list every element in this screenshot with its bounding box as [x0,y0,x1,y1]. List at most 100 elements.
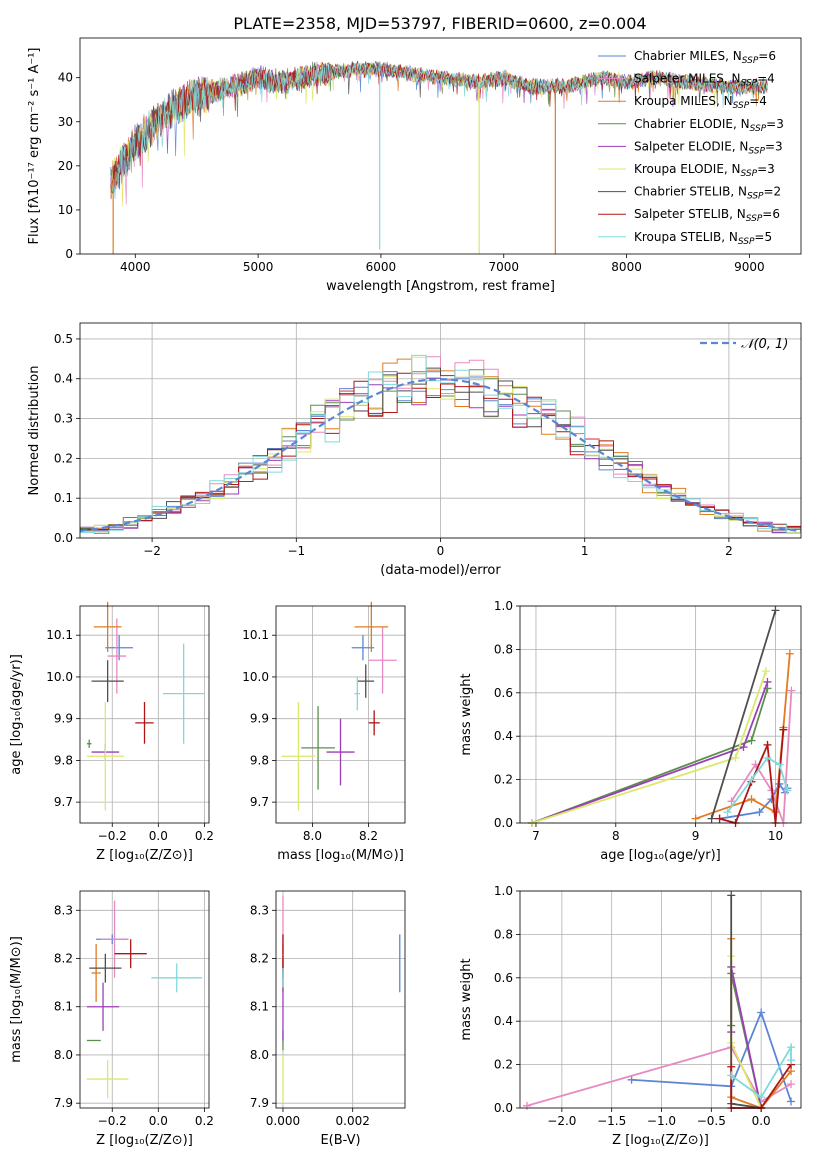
y-tick-label: 0.5 [54,332,73,346]
x-tick-label: 0.000 [266,1114,300,1128]
weight-marker-chabrier-miles [757,1008,766,1017]
y-axis-label: mass weight [459,958,474,1040]
weight-marker-chabrier-miles [755,808,764,817]
chart-7: −2.0 −1.5 −1.0 −0.5 0.0 0.0 0.2 0.4 0.6 0.8 1.0 Z [… [459,884,802,1148]
gaussian-curve [79,378,802,533]
weight-marker-salpeter-stelib [727,1062,736,1071]
y-tick-label: 10.0 [46,670,73,684]
x-axis-label: Z [log₁₀(Z/Z⊙)] [96,1133,193,1148]
x-tick-label: 0.002 [336,1114,370,1128]
y-axis-label: age [log₁₀(age/yr)] [9,654,24,775]
legend-label-salpeter-elodie: Salpeter ELODIE, NSSP=3 [634,139,783,156]
weight-marker-kroupa-stelib [763,753,772,762]
y-tick-label: 10.1 [242,628,269,642]
weight-marker-kroupa-miles [747,795,756,804]
x-axis-label: mass [log₁₀(M/M⊙)] [277,848,404,863]
y-tick-label: 8.1 [54,1000,73,1014]
x-tick-label: −0.2 [98,829,127,843]
x-axis-label: age [log₁₀(age/yr)] [600,848,721,863]
y-tick-label: 0.0 [494,816,513,830]
y-axis-label: mass weight [459,673,474,755]
y-tick-label: 1.0 [494,884,513,898]
weight-marker-salpeter-miles [787,686,796,695]
spectrum-title: PLATE=2358, MJD=53797, FIBERID=0600, z=0… [233,14,646,33]
legend-label-chabrier-stelib: Chabrier STELIB, NSSP=2 [634,185,781,202]
weight-marker-chabrier-miles [627,1075,636,1084]
axes-frame [79,37,802,255]
weight-marker-kroupa-stelib [727,1071,736,1080]
y-tick-label: 0.3 [54,412,73,426]
spectrum-kroupa-stelib [110,61,768,199]
y-axis-label: Flux [fλ10⁻¹⁷ erg cm⁻² s⁻¹ A⁻¹] [27,48,42,245]
weight-marker-chabrier-stelib [727,891,736,900]
y-tick-label: 0.6 [494,686,513,700]
y-tick-label: 40 [58,71,73,85]
x-tick-label: −1.0 [647,1114,676,1128]
weight-marker-kroupa-stelib [787,1043,796,1052]
axes-frame [79,322,802,539]
y-axis-label: mass [log₁₀(M/M⊙)] [9,936,24,1063]
x-tick-label: 5000 [243,260,274,274]
plot-area [281,601,397,811]
chart-3: 8.0 8.2 9.7 9.8 9.9 10.0 10.1 mass [log₁₀(M/M⊙)… [242,601,406,863]
chart-5: 0.000 0.002 7.9 8.0 8.1 8.2 8.3 E(B-V) [250,890,406,1148]
plot-area [282,895,401,1104]
weight-marker-salpeter-elodie [739,743,748,752]
weight-marker-kroupa-stelib [775,760,784,769]
weight-line-salpeter-stelib [719,729,785,825]
y-tick-label: 0 [65,247,73,261]
x-tick-label: −0.2 [98,1114,127,1128]
y-tick-label: 0.4 [494,1014,513,1028]
y-tick-label: 0.4 [54,372,73,386]
y-tick-label: 8.3 [54,903,73,917]
legend-label-salpeter-stelib: Salpeter STELIB, NSSP=6 [634,207,780,224]
y-tick-label: 10 [58,203,73,217]
y-tick-label: 9.9 [54,712,73,726]
weight-marker-kroupa-stelib [757,1093,766,1102]
weight-line-chabrier-miles [631,1009,792,1102]
y-tick-label: 9.7 [250,795,269,809]
weight-marker-kroupa-stelib [787,1056,796,1065]
x-tick-label: 0 [437,544,445,558]
x-tick-label: −0.5 [697,1114,726,1128]
weight-marker-chabrier-stelib [707,814,716,823]
y-tick-label: 0.2 [494,773,513,787]
y-tick-label: 9.7 [54,795,73,809]
legend-label-chabrier-miles: Chabrier MILES, NSSP=6 [634,49,776,66]
plot-area [110,60,768,254]
chart-0: 4000 5000 6000 7000 8000 9000 0 10 20 30 40 wavelen… [27,37,802,294]
legend-label-chabrier-elodie: Chabrier ELODIE, NSSP=3 [634,117,784,134]
weight-marker-salpeter-elodie [763,677,772,686]
legend-label-kroupa-miles: Kroupa MILES, NSSP=4 [634,94,767,111]
y-tick-label: 10.1 [46,628,73,642]
y-tick-label: 8.2 [54,952,73,966]
weight-marker-salpeter-stelib [779,725,788,734]
x-tick-label: 8 [612,829,620,843]
x-tick-label: 0.2 [195,829,214,843]
x-tick-label: 0.2 [195,1114,214,1128]
y-tick-label: 9.9 [250,712,269,726]
y-tick-label: 8.0 [54,1048,73,1062]
x-tick-label: 8.0 [303,829,322,843]
y-tick-label: 7.9 [54,1096,73,1110]
x-axis-label: Z [log₁₀(Z/Z⊙)] [96,848,193,863]
y-tick-label: 0.8 [494,642,513,656]
y-tick-label: 30 [58,115,73,129]
x-tick-label: 0.0 [752,1114,771,1128]
x-tick-label: −1.5 [597,1114,626,1128]
x-tick-label: 7 [532,829,540,843]
x-tick-label: −1 [287,544,305,558]
weight-marker-kroupa-miles [785,649,794,658]
weight-marker-salpeter-stelib [715,814,724,823]
x-tick-label: 8000 [611,260,642,274]
spectrum-legend: Chabrier MILES, NSSP=6 Salpeter MILES, NS… [598,49,784,247]
y-tick-label: 0.4 [494,729,513,743]
weight-marker-kroupa-stelib [723,808,732,817]
plot-area [86,601,205,811]
weight-line-chabrier-stelib [710,610,777,819]
axes-frame [275,890,406,1109]
y-tick-label: 0.2 [54,451,73,465]
x-tick-label: 0.0 [149,1114,168,1128]
x-axis-label: E(B-V) [320,1133,360,1148]
weight-marker-chabrier-stelib [771,606,780,615]
